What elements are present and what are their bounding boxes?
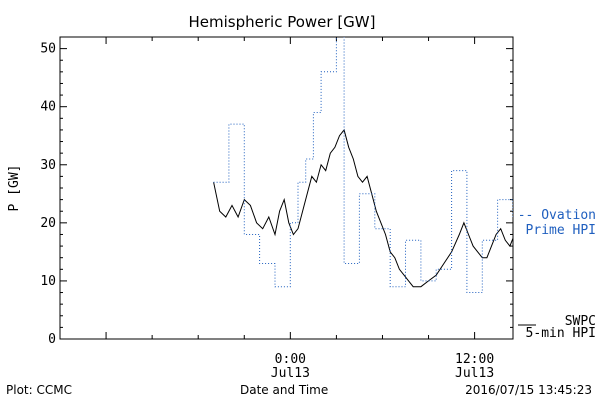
x-axis: 0:00Jul1312:00Jul130:00Jul1412:00Jul140:… bbox=[59, 37, 494, 381]
series-ovation-line bbox=[213, 37, 513, 293]
footer-x-axis-label: Date and Time bbox=[240, 383, 329, 397]
legend: -- Ovation Prime HPI SWPC 5-min HPI bbox=[518, 208, 596, 341]
x-tick-label-time: 0:00 bbox=[275, 352, 306, 367]
y-axis-label: P [GW] bbox=[7, 165, 22, 212]
x-tick-label-day: Jul13 bbox=[455, 366, 494, 381]
y-tick-label: 20 bbox=[40, 216, 56, 231]
y-tick-label: 0 bbox=[48, 332, 56, 347]
y-tick-label: 50 bbox=[40, 42, 56, 57]
y-tick-label: 40 bbox=[40, 100, 56, 115]
x-tick-label-day: Jul13 bbox=[271, 366, 310, 381]
plot-frame bbox=[59, 36, 514, 340]
series-swpc-line bbox=[213, 128, 513, 288]
y-axis: 0 10 20 30 40 50 bbox=[40, 36, 513, 347]
legend-swpc-line2: 5-min HPI bbox=[526, 326, 596, 341]
y-tick-label: 10 bbox=[40, 274, 56, 289]
footer-timestamp: 2016/07/15 13:45:23 bbox=[465, 383, 592, 397]
plot-border bbox=[59, 36, 514, 340]
y-tick-label: 30 bbox=[40, 158, 56, 173]
footer-plot-credit: Plot: CCMC bbox=[6, 383, 72, 397]
series-layer bbox=[213, 37, 513, 293]
legend-swpc-line1: SWPC bbox=[565, 314, 596, 329]
legend-ovation-line1: -- Ovation bbox=[518, 208, 596, 223]
chart-title: Hemispheric Power [GW] bbox=[189, 13, 376, 31]
legend-ovation-line2: Prime HPI bbox=[526, 223, 596, 238]
x-tick-label-time: 12:00 bbox=[455, 352, 494, 367]
